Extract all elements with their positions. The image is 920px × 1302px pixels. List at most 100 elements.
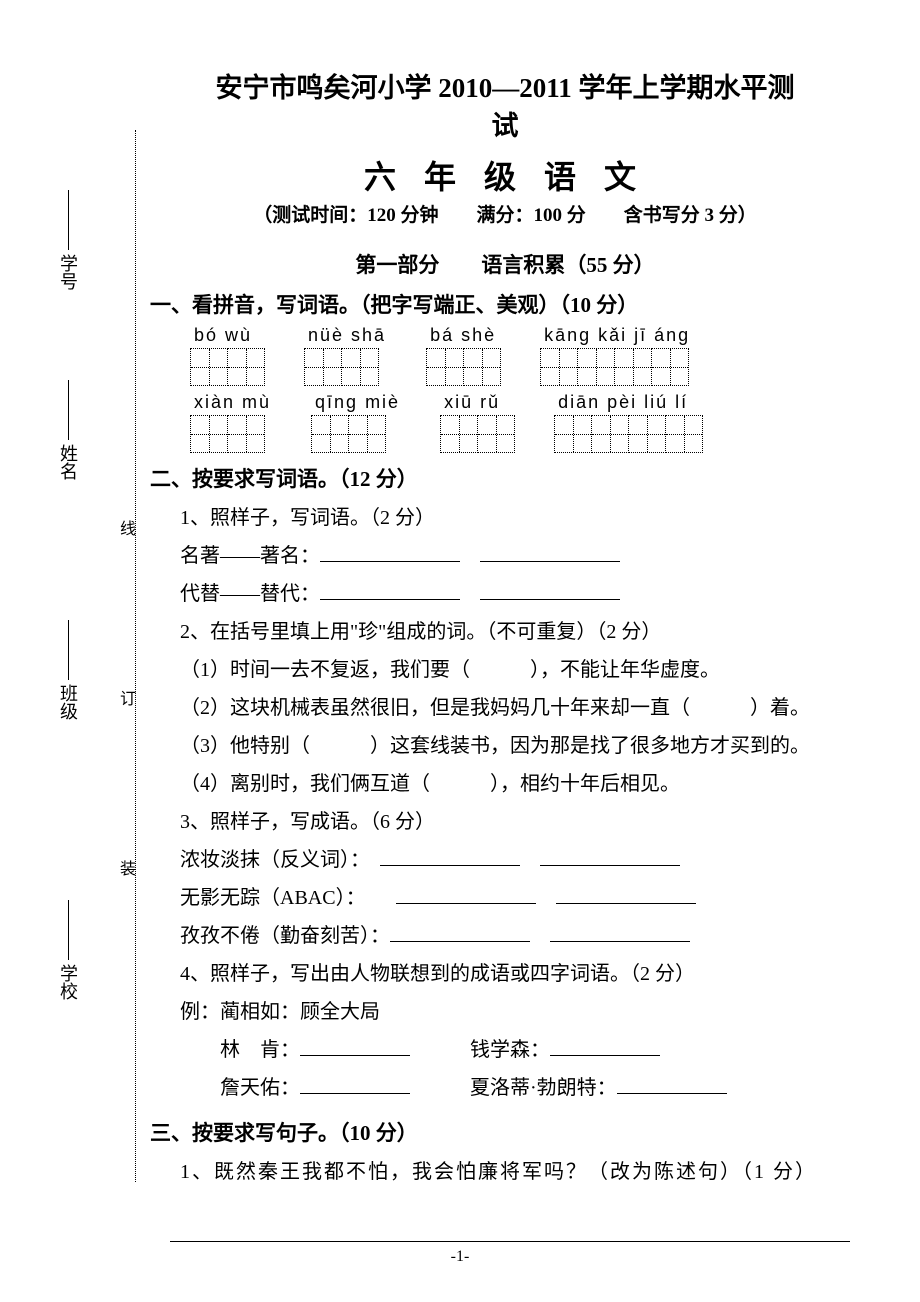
- pinyin-text: qīng miè: [311, 392, 400, 413]
- blank-field[interactable]: [556, 883, 696, 904]
- blank-field[interactable]: [390, 921, 530, 942]
- pinyin-block: bó wù: [190, 325, 264, 386]
- q2-4b: 詹天佑： 夏洛蒂·勃朗特：: [180, 1069, 860, 1107]
- seal-line: 线: [113, 520, 137, 536]
- pinyin-text: bá shè: [426, 325, 496, 346]
- q2-4a: 林 肯： 钱学森：: [180, 1031, 860, 1069]
- pinyin-text: xiū rǔ: [440, 392, 500, 413]
- char-boxes: [311, 415, 385, 453]
- blank-field[interactable]: [320, 541, 460, 562]
- char-box[interactable]: [341, 348, 379, 386]
- q2-2-intro: 2、在括号里填上用"珍"组成的词。（不可重复）（2 分）: [180, 613, 860, 651]
- exam-info: （测试时间：120 分钟 满分：100 分 含书写分 3 分）: [150, 200, 860, 227]
- q2-2-3: （3）他特别（ ）这套线装书，因为那是找了很多地方才买到的。: [180, 727, 860, 765]
- text: 浓妆淡抹（反义词）：: [180, 849, 360, 871]
- pinyin-text: xiàn mù: [190, 392, 271, 413]
- q3-1: 1、既然秦王我都不怕，我会怕廉将军吗？（改为陈述句）（1 分）: [180, 1153, 860, 1191]
- char-box[interactable]: [190, 348, 228, 386]
- char-boxes: [426, 348, 500, 386]
- q2-3-intro: 3、照样子，写成语。（6 分）: [180, 803, 860, 841]
- q2-2-4: （4）离别时，我们俩互道（ ），相约十年后相见。: [180, 765, 860, 803]
- q2-1-intro: 1、照样子，写词语。（2 分）: [180, 499, 860, 537]
- text: 无影无踪（ABAC）：: [180, 887, 356, 909]
- label-text: 学校: [55, 964, 81, 1000]
- pinyin-block: xiū rǔ: [440, 392, 514, 453]
- char-box[interactable]: [227, 348, 265, 386]
- blank-field[interactable]: [320, 579, 460, 600]
- char-boxes: [540, 348, 688, 386]
- text: 詹天佑：: [220, 1077, 300, 1099]
- char-box[interactable]: [304, 348, 342, 386]
- char-box[interactable]: [227, 415, 265, 453]
- q2-3b: 无影无踪（ABAC）：: [180, 879, 860, 917]
- char-box[interactable]: [628, 415, 666, 453]
- binding-label-id: 学号: [55, 190, 81, 290]
- page-title: 安宁市鸣矣河小学 2010—2011 学年上学期水平测 试: [150, 70, 860, 146]
- section-3-heading: 三、按要求写句子。（10 分）: [150, 1117, 860, 1147]
- text: 夏洛蒂·勃朗特：: [470, 1077, 617, 1099]
- page-number: -1-: [0, 1248, 920, 1266]
- char-box[interactable]: [311, 415, 349, 453]
- char-box[interactable]: [426, 348, 464, 386]
- title-line1: 安宁市鸣矣河小学 2010—2011 学年上学期水平测: [215, 73, 794, 103]
- char-box[interactable]: [665, 415, 703, 453]
- q2-3a: 浓妆淡抹（反义词）：: [180, 841, 860, 879]
- pinyin-block: xiàn mù: [190, 392, 271, 453]
- q2-4-ex: 例：蔺相如：顾全大局: [180, 993, 860, 1031]
- char-box[interactable]: [651, 348, 689, 386]
- section-2-heading: 二、按要求写词语。（12 分）: [150, 463, 860, 493]
- blank-field[interactable]: [480, 579, 620, 600]
- pinyin-block: diān pèi liú lí: [554, 392, 702, 453]
- blank-field[interactable]: [396, 883, 536, 904]
- char-boxes: [190, 348, 264, 386]
- blank-field[interactable]: [380, 845, 520, 866]
- blank-field[interactable]: [550, 1035, 660, 1056]
- section-2-body: 1、照样子，写词语。（2 分） 名著——著名： 代替——替代： 2、在括号里填上…: [180, 499, 860, 1107]
- label-text: 学号: [55, 254, 81, 290]
- char-box[interactable]: [554, 415, 592, 453]
- q2-2-2: （2）这块机械表虽然很旧，但是我妈妈几十年来却一直（ ）着。: [180, 689, 860, 727]
- text: 名著——著名：: [180, 545, 320, 567]
- pinyin-block: bá shè: [426, 325, 500, 386]
- seal-ding: 订: [113, 690, 137, 706]
- blank-field[interactable]: [550, 921, 690, 942]
- pinyin-text: kāng kǎi jī áng: [540, 325, 690, 346]
- q2-1a: 名著——著名：: [180, 537, 860, 575]
- title-line2: 试: [492, 111, 519, 141]
- char-box[interactable]: [614, 348, 652, 386]
- text: 林 肯：: [220, 1039, 300, 1061]
- blank-field[interactable]: [540, 845, 680, 866]
- q2-2-1: （1）时间一去不复返，我们要（ ），不能让年华虚度。: [180, 651, 860, 689]
- char-box[interactable]: [348, 415, 386, 453]
- exam-page: 学号 姓名 班级 学校 线 订 装 安宁市鸣矣河小学 2010—2011 学年上…: [0, 0, 920, 1302]
- pinyin-area: bó wù nüè shā bá shè kāng kǎi jī áng xiàn mù…: [150, 325, 860, 453]
- char-boxes: [304, 348, 378, 386]
- seal-zhuang: 装: [113, 860, 137, 876]
- blank-field[interactable]: [300, 1073, 410, 1094]
- binding-label-name: 姓名: [55, 380, 81, 480]
- label-text: 班级: [55, 684, 81, 720]
- char-box[interactable]: [190, 415, 228, 453]
- char-box[interactable]: [577, 348, 615, 386]
- char-box[interactable]: [540, 348, 578, 386]
- blank-field[interactable]: [300, 1035, 410, 1056]
- char-box[interactable]: [477, 415, 515, 453]
- binding-strip: 学号 姓名 班级 学校 线 订 装: [85, 130, 136, 1182]
- char-boxes: [440, 415, 514, 453]
- pinyin-block: qīng miè: [311, 392, 400, 453]
- blank-field[interactable]: [617, 1073, 727, 1094]
- text: 代替——替代：: [180, 583, 320, 605]
- pinyin-block: nüè shā: [304, 325, 386, 386]
- char-box[interactable]: [440, 415, 478, 453]
- text: 钱学森：: [470, 1039, 550, 1061]
- char-box[interactable]: [591, 415, 629, 453]
- subject-title: 六 年 级 语 文: [150, 152, 860, 198]
- q2-4-intro: 4、照样子，写出由人物联想到的成语或四字词语。（2 分）: [180, 955, 860, 993]
- section-3-body: 1、既然秦王我都不怕，我会怕廉将军吗？（改为陈述句）（1 分）: [180, 1153, 860, 1191]
- section-1-heading: 一、看拼音，写词语。（把字写端正、美观）（10 分）: [150, 289, 860, 319]
- pinyin-block: kāng kǎi jī áng: [540, 325, 690, 386]
- char-box[interactable]: [463, 348, 501, 386]
- blank-field[interactable]: [480, 541, 620, 562]
- pinyin-row: bó wù nüè shā bá shè kāng kǎi jī áng: [190, 325, 860, 386]
- q2-1b: 代替——替代：: [180, 575, 860, 613]
